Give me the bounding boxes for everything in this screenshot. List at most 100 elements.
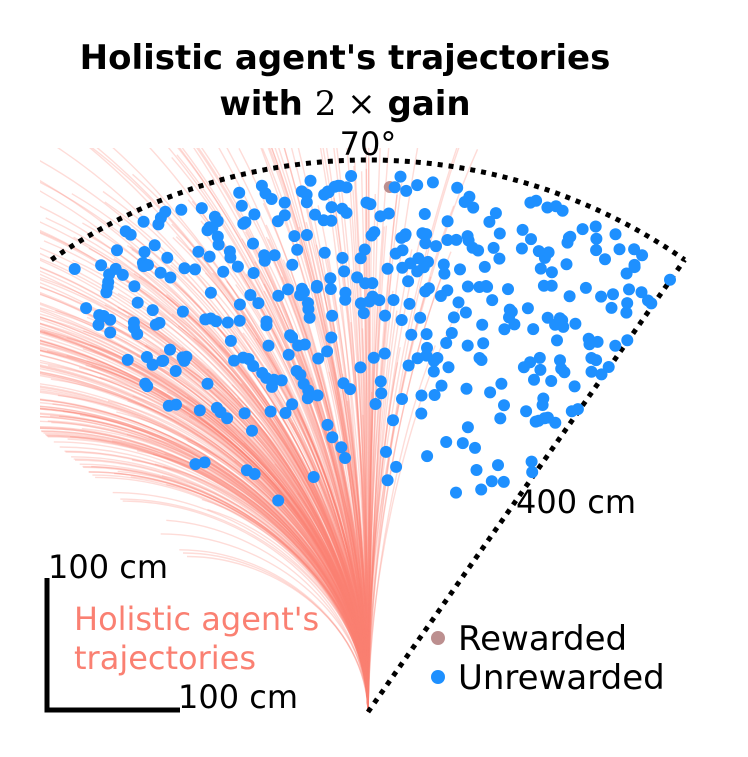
unrewarded-target-point bbox=[461, 421, 474, 434]
unrewarded-target-point bbox=[275, 374, 288, 387]
unrewarded-target-point bbox=[520, 405, 533, 418]
unrewarded-target-point bbox=[620, 267, 633, 280]
unrewarded-target-point bbox=[193, 404, 206, 417]
trajectory-line bbox=[74, 459, 369, 713]
trajectory-line bbox=[336, 148, 370, 713]
unrewarded-target-point bbox=[189, 263, 201, 276]
unrewarded-target-point bbox=[244, 289, 257, 301]
trajectory-line bbox=[305, 222, 369, 713]
trajectory-line bbox=[367, 361, 374, 713]
trajectory-line bbox=[99, 376, 369, 713]
trajectory-line bbox=[325, 148, 369, 713]
unrewarded-target-point bbox=[533, 351, 546, 364]
unrewarded-target-point bbox=[119, 225, 132, 238]
trajectory-line bbox=[40, 402, 369, 713]
trajectory-line bbox=[172, 236, 369, 713]
unrewarded-target-point bbox=[210, 401, 223, 414]
unrewarded-target-point bbox=[328, 180, 341, 193]
trajectory-line bbox=[126, 280, 369, 713]
unrewarded-target-point bbox=[180, 350, 193, 363]
unrewarded-target-point bbox=[149, 318, 162, 331]
unrewarded-target-point bbox=[460, 382, 473, 395]
trajectory-line bbox=[50, 415, 369, 713]
unrewarded-target-point bbox=[192, 245, 205, 258]
chart-title-line2: with 2 × gain bbox=[0, 84, 690, 124]
unrewarded-target-point bbox=[532, 245, 545, 258]
unrewarded-target-point bbox=[318, 188, 331, 201]
trajectory-line bbox=[82, 348, 369, 713]
unrewarded-target-point bbox=[310, 281, 323, 294]
unrewarded-target-point bbox=[286, 398, 299, 411]
trajectory-line bbox=[263, 254, 369, 713]
trajectory-line bbox=[367, 148, 458, 713]
unrewarded-target-point bbox=[338, 265, 351, 278]
trajectory-line bbox=[79, 463, 369, 713]
unrewarded-target-point bbox=[461, 230, 474, 243]
trajectory-line bbox=[96, 148, 369, 713]
unrewarded-target-point bbox=[388, 181, 401, 194]
trajectory-line bbox=[40, 325, 369, 713]
trajectory-line bbox=[185, 437, 369, 713]
trajectory-line bbox=[364, 207, 369, 713]
unrewarded-target-point bbox=[623, 283, 635, 296]
unrewarded-target-point bbox=[80, 302, 93, 315]
trajectory-line bbox=[86, 233, 369, 713]
trajectory-line bbox=[350, 322, 369, 713]
unrewarded-target-point bbox=[339, 452, 352, 464]
trajectory-line bbox=[166, 296, 369, 713]
trajectory-line bbox=[40, 391, 369, 713]
trajectory-line bbox=[40, 388, 369, 713]
trajectory-line bbox=[40, 291, 369, 713]
trajectory-line bbox=[207, 508, 369, 713]
trajectory-line bbox=[46, 434, 369, 713]
trajectory-line bbox=[40, 361, 369, 713]
target-points bbox=[68, 170, 676, 507]
unrewarded-target-point bbox=[403, 297, 416, 310]
unrewarded-target-point bbox=[415, 407, 428, 420]
trajectory-line bbox=[92, 474, 369, 713]
distance-arc-boundary bbox=[49, 157, 687, 262]
trajectory-line bbox=[367, 225, 388, 713]
trajectory-line bbox=[40, 430, 369, 713]
trajectory-line bbox=[229, 322, 369, 713]
trajectory-line bbox=[127, 400, 369, 713]
trajectory-line bbox=[40, 331, 369, 713]
unrewarded-target-point bbox=[451, 181, 464, 194]
unrewarded-target-point bbox=[296, 282, 308, 295]
trajectory-line bbox=[88, 148, 369, 713]
unrewarded-target-point bbox=[266, 380, 278, 393]
unrewarded-target-point bbox=[495, 377, 508, 390]
unrewarded-target-point bbox=[239, 216, 252, 229]
trajectory-line bbox=[171, 313, 369, 713]
unrewarded-target-point bbox=[621, 334, 634, 347]
unrewarded-target-point bbox=[351, 271, 364, 284]
scale-bar bbox=[44, 578, 180, 713]
trajectory-line bbox=[254, 261, 369, 713]
trajectory-line bbox=[367, 148, 419, 713]
trajectory-line bbox=[367, 362, 399, 713]
unrewarded-target-point bbox=[247, 267, 260, 279]
trajectory-line bbox=[40, 303, 369, 713]
unrewarded-target-point bbox=[545, 266, 558, 279]
trajectory-line bbox=[148, 436, 369, 713]
unrewarded-target-point bbox=[461, 339, 474, 352]
trajectory-line bbox=[40, 359, 369, 713]
trajectory-line bbox=[367, 391, 373, 713]
trajectory-line bbox=[40, 427, 369, 713]
unrewarded-target-point bbox=[224, 334, 237, 347]
trajectory-line bbox=[46, 350, 369, 713]
trajectory-line bbox=[40, 354, 369, 713]
unrewarded-target-point bbox=[430, 240, 442, 253]
unrewarded-target-point bbox=[282, 283, 294, 296]
unrewarded-target-point bbox=[590, 232, 603, 245]
unrewarded-target-point bbox=[357, 307, 370, 320]
trajectory-line bbox=[40, 343, 369, 713]
trajectory-line bbox=[367, 305, 461, 713]
trajectory-line bbox=[40, 364, 369, 713]
unrewarded-target-point bbox=[111, 244, 123, 257]
unrewarded-target-point bbox=[595, 290, 608, 303]
unrewarded-target-point bbox=[524, 356, 537, 369]
trajectory-line bbox=[40, 231, 369, 713]
trajectory-line bbox=[132, 173, 369, 713]
unrewarded-target-point bbox=[525, 455, 538, 468]
